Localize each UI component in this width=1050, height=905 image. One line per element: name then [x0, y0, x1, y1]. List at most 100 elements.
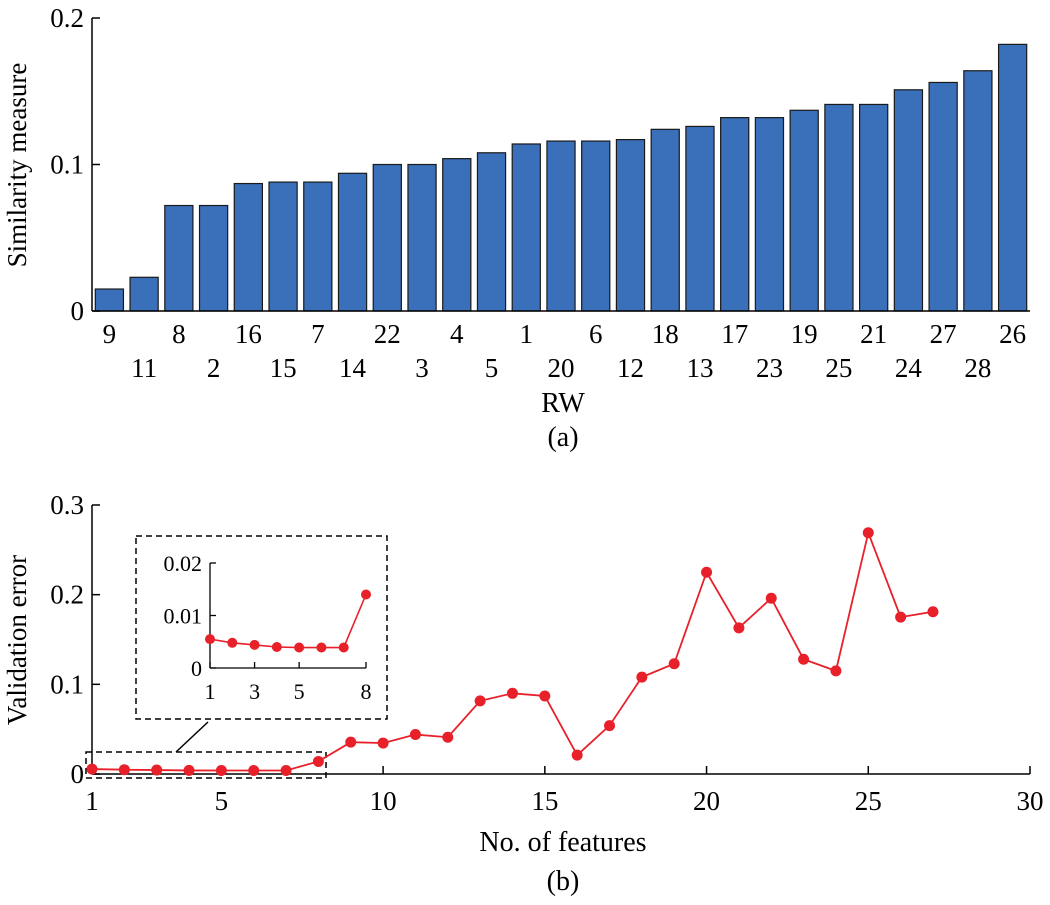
bar-rw-8	[164, 204, 194, 312]
inset-y-tick-label: 0	[191, 656, 202, 681]
chart-b-inset: 1 3 5 8 0 0.01 0.02	[135, 535, 388, 720]
data-point	[312, 755, 324, 767]
y-tick-label: 0.2	[50, 3, 84, 33]
chart-a-x-tick-labels: 9118216157142234512061218131723192521242…	[103, 319, 1027, 383]
inset-x-ticks: 1 3 5 8	[205, 662, 372, 704]
x-tick-label: 17	[721, 319, 748, 349]
chart-a-y-axis-label: Similarity measure	[2, 63, 32, 268]
bar-rw-18	[650, 128, 680, 312]
y-tick-label: 0.1	[50, 669, 84, 699]
data-point	[895, 611, 907, 623]
data-point	[248, 765, 260, 777]
bar-rw-21	[858, 103, 889, 312]
bar-rw-19	[789, 109, 819, 312]
x-tick-label: 9	[103, 319, 117, 349]
y-tick-label: 0	[71, 759, 85, 789]
data-point	[765, 592, 777, 604]
bar-rw-15	[268, 181, 298, 312]
x-tick-label: 23	[756, 353, 783, 383]
inset-x-tick-label: 1	[205, 679, 216, 704]
chart-a-x-axis-label: RW	[541, 388, 585, 419]
bar-rw-22	[372, 163, 402, 312]
inset-data-point	[294, 642, 305, 653]
inset-dashed-border	[135, 535, 388, 720]
x-tick-label: 25	[825, 353, 852, 383]
inset-y-tick-label: 0.02	[164, 551, 203, 576]
x-tick-label: 4	[450, 319, 464, 349]
inset-data-point	[316, 642, 327, 653]
y-tick-label: 0	[71, 296, 85, 326]
x-tick-label: 1	[85, 786, 99, 816]
bar-rw-9	[94, 288, 125, 312]
data-point	[604, 720, 616, 732]
data-point	[927, 606, 939, 618]
chart-b-caption: (b)	[547, 866, 580, 897]
data-point	[862, 527, 874, 539]
x-tick-label: 22	[374, 319, 401, 349]
x-tick-label: 25	[855, 786, 882, 816]
inset-y-tick-label: 0.01	[164, 604, 203, 629]
bar-rw-2	[198, 204, 229, 312]
data-point	[118, 764, 130, 776]
x-tick-label: 28	[964, 353, 991, 383]
inset-data-point	[361, 589, 371, 600]
bar-rw-25	[824, 103, 854, 312]
x-tick-label: 1	[520, 319, 534, 349]
x-tick-label: 15	[531, 786, 558, 816]
bar-rw-27	[928, 81, 958, 312]
chart-b-y-axis-label: Validation error	[2, 555, 32, 725]
bar-rw-14	[337, 172, 368, 312]
data-point	[474, 695, 486, 707]
x-tick-label: 21	[860, 319, 887, 349]
data-point	[636, 671, 648, 683]
data-point	[442, 731, 454, 743]
x-tick-label: 19	[791, 319, 818, 349]
data-point	[830, 665, 842, 677]
bar-rw-20	[546, 140, 576, 312]
x-tick-label: 14	[339, 353, 367, 383]
bar-rw-3	[407, 163, 437, 312]
chart-b-zoom-connector	[175, 721, 209, 753]
bar-rw-6	[581, 140, 611, 312]
bar-rw-24	[893, 89, 924, 312]
x-tick-label: 27	[930, 319, 957, 349]
chart-a-caption: (a)	[547, 422, 578, 453]
bar-rw-26	[997, 43, 1028, 312]
data-point	[345, 736, 357, 748]
x-tick-label: 30	[1017, 786, 1044, 816]
bar-rw-5	[476, 152, 507, 312]
y-tick-label: 0.2	[50, 580, 84, 610]
bar-rw-23	[754, 117, 785, 312]
bar-rw-11	[129, 276, 159, 312]
data-point	[409, 729, 421, 741]
x-tick-label: 8	[172, 319, 186, 349]
data-point	[86, 763, 98, 775]
x-tick-label: 3	[415, 353, 429, 383]
x-tick-label: 20	[693, 786, 720, 816]
x-tick-label: 13	[686, 353, 713, 383]
data-point	[539, 690, 551, 702]
chart-a-bars	[94, 43, 1028, 312]
x-tick-label: 24	[895, 353, 923, 383]
y-tick-label: 0.1	[50, 150, 84, 180]
inset-x-tick-label: 3	[249, 679, 260, 704]
data-point	[215, 765, 227, 777]
chart-b-x-ticks: 1 5 10 15 20 25 30	[85, 766, 1044, 816]
chart-a-y-ticks: 0 0.1 0.2	[50, 3, 100, 326]
chart-b-zoom-region-box	[85, 751, 327, 779]
data-point	[733, 622, 745, 634]
bar-rw-4	[442, 158, 472, 312]
data-point	[183, 764, 195, 776]
x-tick-label: 2	[207, 353, 221, 383]
bar-rw-13	[685, 125, 715, 312]
bar-rw-1	[511, 143, 541, 312]
data-point	[668, 658, 680, 670]
bar-rw-12	[615, 138, 646, 312]
data-point	[377, 737, 389, 749]
inset-x-tick-label: 5	[294, 679, 305, 704]
x-tick-label: 7	[311, 319, 325, 349]
x-tick-label: 10	[370, 786, 397, 816]
chart-a-similarity: 9118216157142234512061218131723192521242…	[2, 3, 1030, 453]
